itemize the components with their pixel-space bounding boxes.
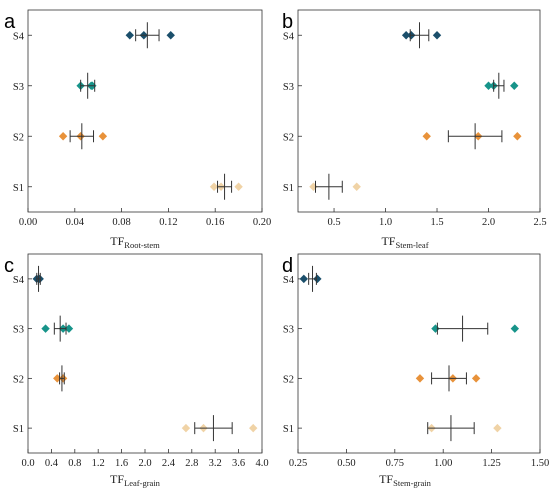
panel-label-d: d: [282, 255, 293, 277]
data-point-S1: [234, 182, 243, 191]
data-point-S3: [41, 324, 50, 333]
x-tick-label: 0.20: [253, 217, 271, 228]
x-tick-label: 0.4: [45, 458, 59, 469]
y-tick-label: S2: [13, 132, 24, 143]
x-tick-label: 0.8: [68, 458, 81, 469]
x-tick-label: 0.00: [19, 217, 37, 228]
data-point-S2: [415, 374, 425, 383]
panel-b-frame: [297, 9, 541, 213]
y-tick-label: S3: [13, 325, 24, 336]
x-tick-label: 1.00: [434, 458, 452, 469]
panel-a-frame: [27, 9, 263, 213]
data-point-S1: [352, 182, 361, 191]
x-axis-title: TFStem-grain: [379, 472, 432, 488]
data-point-S4: [432, 31, 442, 40]
data-point-S4: [166, 31, 175, 40]
y-tick-label: S3: [13, 82, 24, 93]
x-tick-label: 1.0: [379, 217, 392, 228]
panel-label-c: c: [4, 255, 14, 277]
x-axis-title: TFRoot-stem: [110, 234, 160, 250]
panel-label-a: a: [4, 11, 16, 33]
data-point-S4: [125, 31, 134, 40]
x-tick-label: 2.5: [533, 217, 546, 228]
x-tick-label: 0.75: [386, 458, 404, 469]
x-tick-label: 3.6: [232, 458, 245, 469]
x-tick-label: 1.50: [531, 458, 549, 469]
data-point-S2: [58, 132, 68, 141]
x-tick-label: 0.50: [337, 458, 355, 469]
y-tick-label: S2: [283, 374, 294, 385]
x-tick-label: 1.2: [92, 458, 105, 469]
panel-c-frame: [27, 253, 263, 454]
data-point-S2: [422, 132, 431, 141]
x-tick-label: 4.0: [255, 458, 268, 469]
data-point-S3: [64, 324, 74, 333]
panel-d-frame: [297, 253, 541, 454]
data-point-S1: [249, 423, 258, 433]
data-point-S4: [401, 31, 411, 40]
x-tick-label: 3.2: [209, 458, 222, 469]
y-tick-label: S4: [283, 275, 295, 286]
x-tick-label: 0.04: [66, 217, 85, 228]
data-point-S3: [510, 81, 519, 90]
x-axis-title: TFLeaf-grain: [110, 472, 161, 488]
y-tick-label: S4: [283, 31, 295, 42]
y-tick-label: S1: [283, 424, 294, 435]
data-point-S3: [510, 324, 520, 333]
y-tick-label: S1: [283, 183, 294, 194]
x-tick-label: 1.6: [115, 458, 128, 469]
x-tick-label: 1.5: [430, 217, 443, 228]
y-tick-label: S4: [13, 275, 25, 286]
y-tick-label: S3: [283, 82, 294, 93]
data-point-S3: [484, 81, 493, 90]
x-tick-label: 0.25: [289, 458, 307, 469]
x-axis-title: TFStem-leaf: [381, 234, 428, 250]
x-tick-label: 0.12: [159, 217, 177, 228]
data-point-S1: [181, 423, 191, 433]
data-point-S1: [209, 182, 219, 191]
data-point-S1: [493, 423, 502, 433]
x-tick-label: 1.25: [482, 458, 500, 469]
x-tick-label: 2.4: [162, 458, 176, 469]
x-tick-label: 0.0: [21, 458, 34, 469]
x-tick-label: 2.0: [138, 458, 151, 469]
data-point-S4: [313, 274, 322, 284]
data-point-S4: [299, 274, 309, 284]
y-tick-label: S2: [283, 132, 294, 143]
y-tick-label: S4: [13, 31, 25, 42]
data-point-S2: [513, 132, 522, 141]
y-tick-label: S3: [283, 325, 294, 336]
x-tick-label: 2.0: [482, 217, 495, 228]
x-tick-label: 2.8: [185, 458, 198, 469]
x-tick-label: 0.5: [327, 217, 340, 228]
data-point-S1: [309, 182, 318, 191]
x-tick-label: 0.16: [206, 217, 224, 228]
y-tick-label: S1: [13, 424, 24, 435]
x-tick-label: 0.08: [112, 217, 130, 228]
y-tick-label: S1: [13, 183, 24, 194]
data-point-S2: [471, 374, 481, 383]
y-tick-label: S2: [13, 374, 24, 385]
data-point-S2: [98, 132, 108, 141]
panel-label-b: b: [282, 11, 293, 33]
